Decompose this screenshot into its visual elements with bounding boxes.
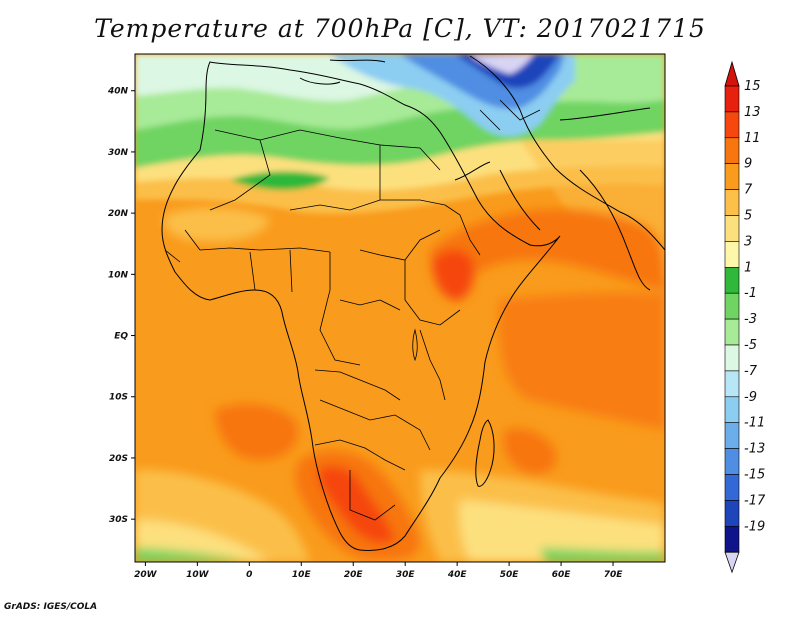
colorbar-swatch — [724, 396, 740, 423]
colorbar-swatch — [724, 266, 740, 294]
colorbar-swatch — [724, 85, 740, 113]
colorbar-label: -13 — [744, 442, 765, 457]
colorbar-label: -1 — [744, 286, 757, 301]
coastlines — [161, 55, 665, 551]
colorbar-label: 15 — [744, 79, 761, 94]
colorbar-swatch — [724, 344, 740, 372]
colorbar-label: -15 — [744, 468, 765, 483]
country-borders — [164, 99, 541, 521]
lat-label: 30S — [109, 515, 128, 525]
colorbar-swatch — [724, 318, 740, 346]
colorbar-swatch — [724, 500, 740, 527]
colorbar-label: -7 — [744, 364, 758, 379]
lat-label: 10S — [109, 393, 128, 403]
lon-label: 0 — [246, 570, 252, 580]
colorbar-label: -19 — [744, 519, 765, 534]
colorbar-swatch — [724, 189, 740, 216]
colorbar-label: 1 — [744, 260, 752, 275]
colorbar-swatch — [724, 241, 740, 268]
colorbar-label: 7 — [744, 183, 753, 198]
latitude-axis: 40N 30N 20N 10N EQ 10S 20S 30S — [107, 87, 135, 525]
lon-label: 30E — [396, 570, 416, 580]
lat-label: 30N — [108, 148, 129, 158]
lat-label: 40N — [107, 87, 129, 97]
colorbar-label: 5 — [744, 209, 752, 224]
lon-label: 20E — [344, 570, 364, 580]
colorbar-label: -9 — [744, 390, 757, 405]
colorbar-swatch — [724, 474, 740, 501]
colorbar-swatch — [724, 163, 740, 190]
colorbar-label: 13 — [744, 105, 761, 120]
lon-label: 10W — [186, 570, 210, 580]
colorbar-swatch — [724, 111, 740, 139]
map-title: Temperature at 700hPa [C], VT: 201702171… — [94, 14, 706, 43]
colorbar-label: -5 — [744, 338, 757, 353]
colorbar-swatch — [724, 525, 740, 553]
colorbar-label: -17 — [744, 493, 766, 508]
colorbar-over-arrow — [724, 60, 740, 87]
colorbar-under-arrow — [724, 551, 740, 574]
grads-credit: GrADS: IGES/COLA — [4, 602, 98, 612]
lat-label: 10N — [108, 270, 129, 280]
colorbar-swatch — [724, 422, 740, 449]
colorbar-swatch — [724, 137, 740, 165]
lon-label: 10E — [292, 570, 312, 580]
colorbar-label: -11 — [744, 416, 765, 431]
lon-label: 20W — [134, 570, 158, 580]
colorbar-swatch — [724, 370, 740, 398]
temperature-field — [135, 54, 665, 562]
colorbar-swatch — [724, 215, 740, 242]
lat-label: 20S — [109, 454, 128, 464]
colorbar-label: 9 — [744, 157, 752, 172]
plot-frame — [134, 53, 666, 563]
lat-label: 20N — [108, 209, 129, 219]
lat-label: EQ — [114, 332, 128, 342]
lon-label: 50E — [500, 570, 520, 580]
lon-label: 40E — [447, 570, 468, 580]
colorbar: 15 13 11 9 7 5 3 1 -1 -3 -5 -7 -9 -11 -13 -15 -17 -19 — [724, 60, 766, 574]
longitude-axis: 20W 10W 0 10E 20E 30E 40E 50E 60E 70E — [134, 562, 623, 580]
lon-label: 60E — [552, 570, 572, 580]
colorbar-label: 11 — [744, 131, 761, 146]
colorbar-label: 3 — [744, 234, 752, 249]
lon-label: 70E — [604, 570, 624, 580]
colorbar-label: -3 — [744, 312, 757, 327]
colorbar-swatch — [724, 292, 740, 320]
colorbar-swatch — [724, 448, 740, 475]
